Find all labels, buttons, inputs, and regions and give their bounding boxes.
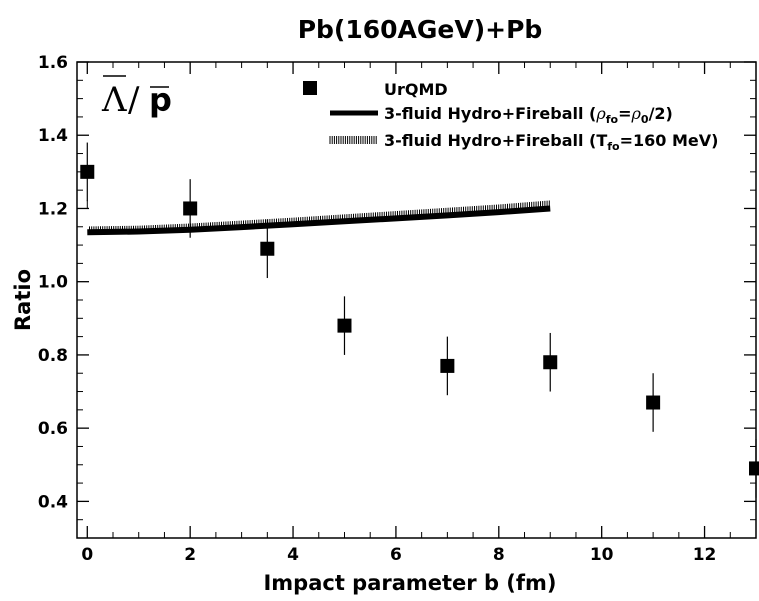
x-tick-labels: 0 2 4 6 8 10 12 — [81, 545, 716, 565]
x-tick-label: 2 — [184, 545, 196, 565]
legend: UrQMD 3-fluid Hydro+Fireball (ρfo=ρ0/2) … — [303, 80, 718, 153]
urqmd-marker — [543, 355, 558, 370]
y-tick-label: 1.2 — [38, 199, 68, 219]
x-axis-title: Impact parameter b (fm) — [263, 571, 556, 595]
x-tick-label: 8 — [493, 545, 505, 565]
x-tick-label: 6 — [390, 545, 402, 565]
x-tick-label: 0 — [81, 545, 93, 565]
legend-line-hatched — [329, 136, 377, 144]
plot-label-lambda: Λ — [101, 80, 127, 120]
y-tick-label: 1.4 — [38, 126, 68, 146]
y-tick-label: 1.0 — [38, 273, 68, 293]
urqmd-marker — [440, 358, 455, 373]
urqmd-marker — [646, 395, 661, 410]
x-tick-label: 12 — [693, 545, 717, 565]
plot-label-slash: / — [128, 80, 140, 120]
legend-marker-urqmd — [303, 81, 317, 95]
y-tick-label: 1.6 — [38, 53, 68, 73]
x-tick-label: 10 — [590, 545, 614, 565]
x-tick-label: 4 — [287, 545, 299, 565]
y-tick-label: 0.6 — [38, 419, 68, 439]
plot-label-p: p — [149, 81, 172, 119]
urqmd-marker — [749, 461, 759, 476]
legend-label-tfo: 3-fluid Hydro+Fireball (Tfo=160 MeV) — [384, 131, 718, 153]
y-tick-labels: 0.4 0.6 0.8 1.0 1.2 1.4 1.6 — [38, 53, 68, 512]
solid-curve — [87, 205, 551, 236]
y-tick-label: 0.4 — [38, 492, 68, 512]
y-axis-title: Ratio — [11, 269, 35, 331]
model-curves — [86, 200, 551, 236]
error-bars — [86, 142, 757, 498]
urqmd-markers — [80, 164, 759, 476]
plot-label: Λ / p — [101, 75, 172, 120]
urqmd-marker — [183, 201, 198, 216]
legend-label-urqmd: UrQMD — [384, 80, 448, 99]
urqmd-marker — [260, 241, 275, 256]
chart-title: Pb(160AGeV)+Pb — [298, 15, 543, 44]
urqmd-marker — [337, 318, 352, 333]
axis-ticks — [77, 61, 757, 539]
urqmd-marker — [80, 164, 95, 179]
y-tick-label: 0.8 — [38, 346, 68, 366]
legend-label-rho: 3-fluid Hydro+Fireball (ρfo=ρ0/2) — [384, 104, 673, 126]
